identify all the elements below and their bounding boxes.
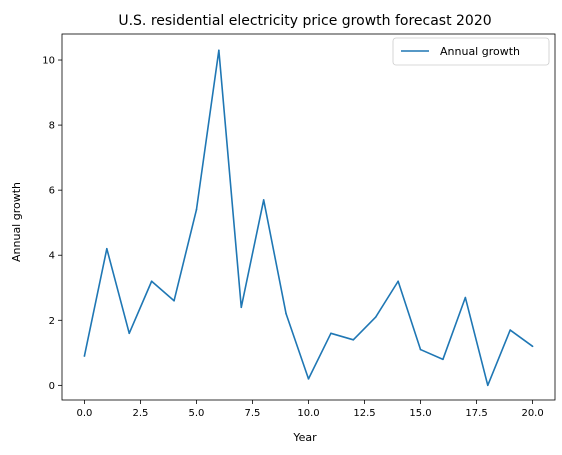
- data-point: [150, 280, 153, 283]
- data-point: [128, 332, 131, 335]
- x-tick-label: 10.0: [297, 408, 319, 419]
- legend-box: [392, 37, 550, 66]
- data-point: [195, 208, 198, 211]
- data-point: [240, 306, 243, 309]
- x-tick-label: 15.0: [409, 408, 431, 419]
- x-tick-label: 7.5: [245, 408, 261, 419]
- data-point: [442, 358, 444, 361]
- y-axis-ticks: 0 2 4 6 8 10: [42, 56, 62, 392]
- y-tick-label: 4: [49, 251, 55, 262]
- data-point: [531, 345, 534, 348]
- data-point: [397, 280, 399, 283]
- x-tick-label: 0.0: [76, 408, 92, 419]
- data-point: [486, 384, 489, 387]
- data-point: [83, 355, 86, 357]
- data-point: [173, 299, 175, 302]
- plot-area-frame: [61, 33, 556, 401]
- data-point: [218, 49, 220, 52]
- y-tick-label: 0: [49, 381, 55, 392]
- legend-label-annual-growth: Annual growth: [440, 45, 520, 58]
- series-group: [83, 49, 534, 387]
- data-point: [285, 312, 287, 315]
- data-point: [262, 199, 265, 201]
- x-tick-label: 5.0: [189, 408, 205, 419]
- y-tick-label: 10: [42, 56, 55, 67]
- y-tick-label: 6: [49, 186, 55, 197]
- y-axis-label: Annual growth: [10, 182, 23, 262]
- data-point: [419, 348, 422, 351]
- x-axis-label: Year: [292, 431, 317, 444]
- data-point: [374, 316, 377, 318]
- y-tick-label: 2: [49, 316, 55, 327]
- x-tick-label: 20.0: [521, 408, 543, 419]
- x-tick-label: 17.5: [465, 408, 487, 419]
- legend: Annual growth: [392, 37, 550, 66]
- data-point: [509, 329, 511, 331]
- data-point: [330, 332, 332, 335]
- y-tick-label: 8: [49, 121, 55, 132]
- data-point: [464, 296, 467, 299]
- x-axis-ticks: 0.0 2.5 5.0 7.5 10.0 12.5 15.0 17.5 20.0: [76, 400, 544, 419]
- chart-title: U.S. residential electricity price growt…: [118, 13, 491, 29]
- data-point: [106, 247, 108, 250]
- data-point: [352, 339, 355, 341]
- x-tick-label: 2.5: [132, 408, 148, 419]
- data-point: [307, 378, 310, 380]
- x-tick-label: 12.5: [353, 408, 375, 419]
